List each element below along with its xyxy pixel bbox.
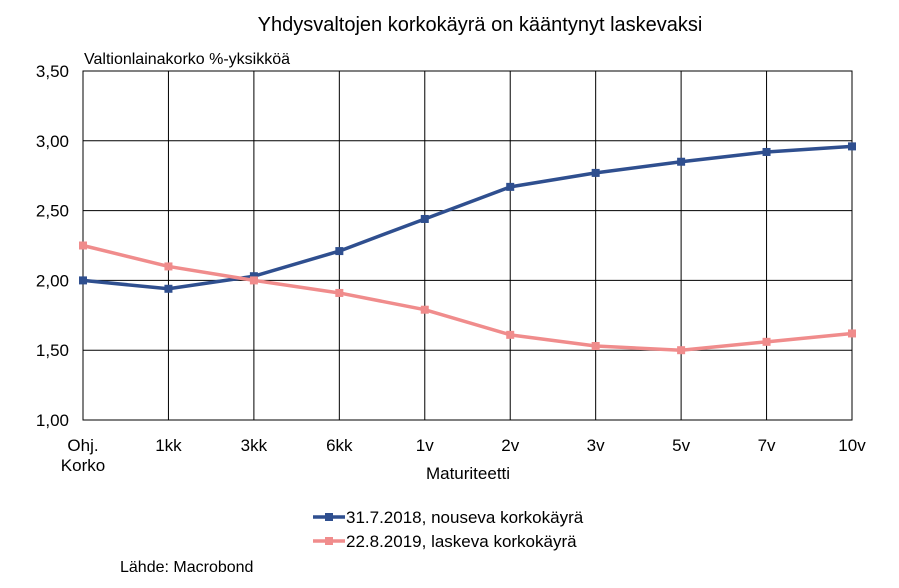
- grid: [82, 70, 853, 421]
- x-tick-label: 5v: [672, 436, 690, 455]
- data-point: [335, 288, 344, 297]
- x-tick-label: 1v: [416, 436, 434, 455]
- data-point: [506, 182, 515, 191]
- y-axis-ticks: 1,00 1,50 2,00 2,50 3,00 3,50: [36, 62, 69, 430]
- data-point: [420, 214, 429, 223]
- legend-label: 31.7.2018, nouseva korkokäyrä: [346, 508, 584, 527]
- x-tick-label: 10v: [838, 436, 866, 455]
- data-point: [79, 241, 87, 250]
- x-tick-label: 3v: [587, 436, 605, 455]
- y-tick-label: 3,50: [36, 62, 69, 81]
- legend: 31.7.2018, nouseva korkokäyrä 22.8.2019, …: [313, 508, 584, 551]
- data-point: [164, 262, 173, 271]
- x-tick-label: Korko: [61, 456, 105, 475]
- y-tick-label: 2,00: [36, 271, 69, 290]
- legend-marker: [325, 513, 333, 521]
- series-lines: [79, 142, 856, 355]
- y-tick-label: 2,50: [36, 202, 69, 221]
- data-point: [249, 272, 258, 281]
- source-note: Lähde: Macrobond: [120, 559, 253, 576]
- y-unit-label: Valtionlainakorko %-yksikköä: [84, 51, 290, 68]
- x-tick-label: 3kk: [241, 436, 268, 455]
- data-point: [762, 147, 771, 156]
- data-point: [249, 276, 258, 285]
- y-tick-label: 3,00: [36, 132, 69, 151]
- x-tick-label: Ohj.: [67, 436, 98, 455]
- data-point: [677, 157, 686, 166]
- data-point: [335, 247, 344, 256]
- data-point: [591, 342, 600, 351]
- data-point: [591, 168, 600, 177]
- legend-marker: [325, 537, 333, 545]
- chart-title: Yhdysvaltojen korkokäyrä on kääntynyt la…: [258, 14, 703, 36]
- series-2: [79, 241, 856, 355]
- y-tick-label: 1,00: [36, 411, 69, 430]
- data-point: [848, 142, 856, 151]
- data-point: [762, 337, 771, 346]
- series-line: [82, 144, 853, 291]
- plot-border: [82, 70, 853, 421]
- data-point: [164, 284, 173, 293]
- data-point: [677, 346, 686, 355]
- x-axis-ticks: Ohj.Korko 1kk 3kk 6kk 1v 2v 3v 5v 7v 10v: [61, 436, 866, 475]
- x-tick-label: 2v: [501, 436, 519, 455]
- legend-label: 22.8.2019, laskeva korkokäyrä: [346, 532, 577, 551]
- data-point: [420, 305, 429, 314]
- series-line: [82, 243, 853, 352]
- x-tick-label: 1kk: [155, 436, 182, 455]
- x-tick-label: 7v: [758, 436, 776, 455]
- data-point: [79, 276, 87, 285]
- data-point: [506, 330, 515, 339]
- x-tick-label: 6kk: [326, 436, 353, 455]
- x-axis-label: Maturiteetti: [426, 464, 510, 483]
- series-1: [79, 142, 856, 293]
- y-tick-label: 1,50: [36, 341, 69, 360]
- data-point: [848, 329, 856, 338]
